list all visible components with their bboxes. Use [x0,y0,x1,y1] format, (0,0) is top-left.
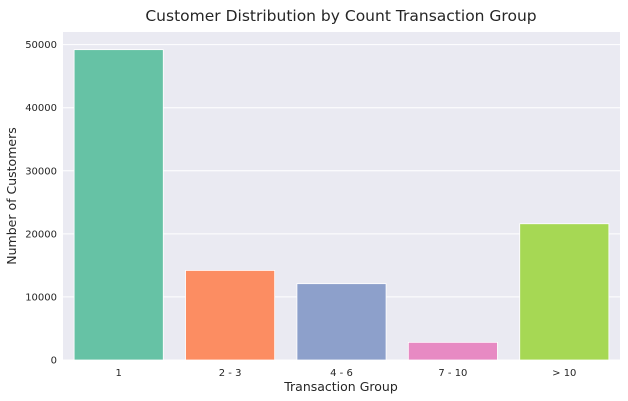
chart-title: Customer Distribution by Count Transacti… [145,7,536,25]
bar [407,341,498,361]
x-tick-label: 2 - 3 [219,368,242,379]
x-tick-label: 4 - 6 [330,368,353,379]
y-tick-label: 30000 [25,166,57,177]
x-tick-labels: 1 2 - 3 4 - 6 7 - 10 > 10 [116,368,577,379]
x-tick-label: 1 [116,368,122,379]
y-tick-label: 0 [51,356,57,367]
y-tick-label: 10000 [25,292,57,303]
x-tick-label: 7 - 10 [438,368,467,379]
x-tick-label: > 10 [552,368,576,379]
y-tick-label: 40000 [25,103,57,114]
x-axis-label: Transaction Group [283,379,398,394]
y-tick-label: 20000 [25,229,57,240]
bar [73,49,164,361]
y-tick-label: 50000 [25,40,57,51]
bar [519,223,610,361]
bar [185,270,276,361]
y-tick-labels: 0 10000 20000 30000 40000 50000 [25,40,57,366]
bar [296,283,387,361]
bars [73,49,610,361]
y-axis-label: Number of Customers [4,127,19,264]
